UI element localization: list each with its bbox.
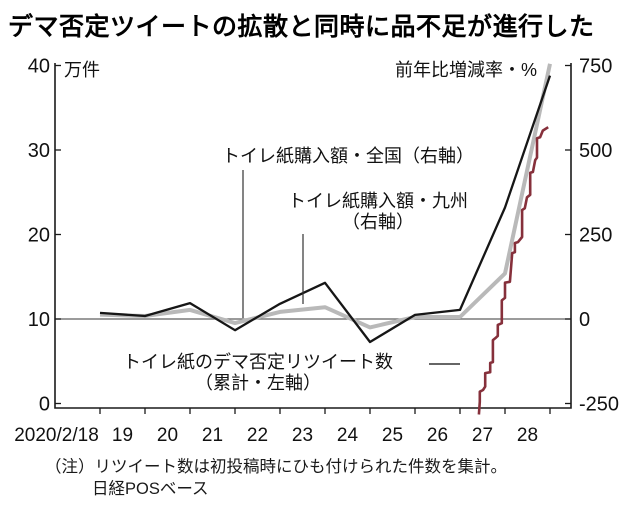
annotation-kyushu-line1: トイレ紙購入額・九州 (288, 191, 468, 211)
right-axis-tick-label: 500 (579, 140, 612, 162)
x-axis-tick-label: 19 (112, 425, 133, 446)
right-axis-tick-label: 250 (579, 225, 612, 247)
series-line-national-purchase (99, 75, 552, 344)
x-axis-tick-label: 28 (517, 425, 538, 446)
left-axis-tick-label: 10 (28, 309, 50, 331)
annotation-retweet-line2: （累計・左軸） (195, 373, 321, 393)
right-axis-tick-label: 750 (579, 56, 612, 78)
annotation-kyushu-series-label: トイレ紙購入額・九州 （右軸） (248, 191, 508, 233)
right-axis-unit-label: 前年比増減率・% (394, 60, 537, 80)
annotation-retweet-series-label: トイレ紙のデマ否定リツイート数 （累計・左軸） (78, 352, 438, 394)
source-note-line2: 日経POSベース (92, 480, 209, 498)
left-axis-tick-label: 0 (39, 394, 50, 416)
x-axis-tick-label: 20 (157, 425, 178, 446)
x-axis-tick-label: 25 (382, 425, 403, 446)
axes-frame (54, 63, 572, 409)
annotation-national-series-label: トイレ紙購入額・全国（右軸） (222, 146, 474, 166)
page-title: デマ否定ツイートの拡散と同時に品不足が進行した (8, 13, 595, 41)
source-note: （注）リツイート数は初投稿時にひも付けられた件数を集計。 日経POSベース (45, 456, 507, 500)
source-note-line1: （注）リツイート数は初投稿時にひも付けられた件数を集計。 (45, 458, 507, 476)
right-axis-tick-label: 0 (579, 309, 590, 331)
left-axis-unit-label: 万件 (64, 60, 100, 80)
right-axis-tick-label: -250 (579, 394, 619, 416)
left-axis-tick-label: 20 (28, 225, 50, 247)
left-axis-tick-label: 40 (28, 56, 50, 78)
series-line-retweet-count (477, 126, 549, 415)
x-axis-tick-label: 26 (427, 425, 448, 446)
x-axis-tick-label: 21 (202, 425, 223, 446)
x-axis-tick-label: 23 (292, 425, 313, 446)
x-axis-tick-label: 22 (247, 425, 268, 446)
annotation-retweet-line1: トイレ紙のデマ否定リツイート数 (123, 352, 393, 372)
annotation-kyushu-line2: （右軸） (342, 212, 414, 232)
x-axis-tick-label: 2020/2/18 (14, 425, 99, 446)
x-axis-tick-label: 24 (337, 425, 359, 446)
series-line-kyushu-purchase (99, 63, 552, 330)
left-axis-tick-label: 30 (28, 140, 50, 162)
x-axis-tick-label: 27 (472, 425, 493, 446)
